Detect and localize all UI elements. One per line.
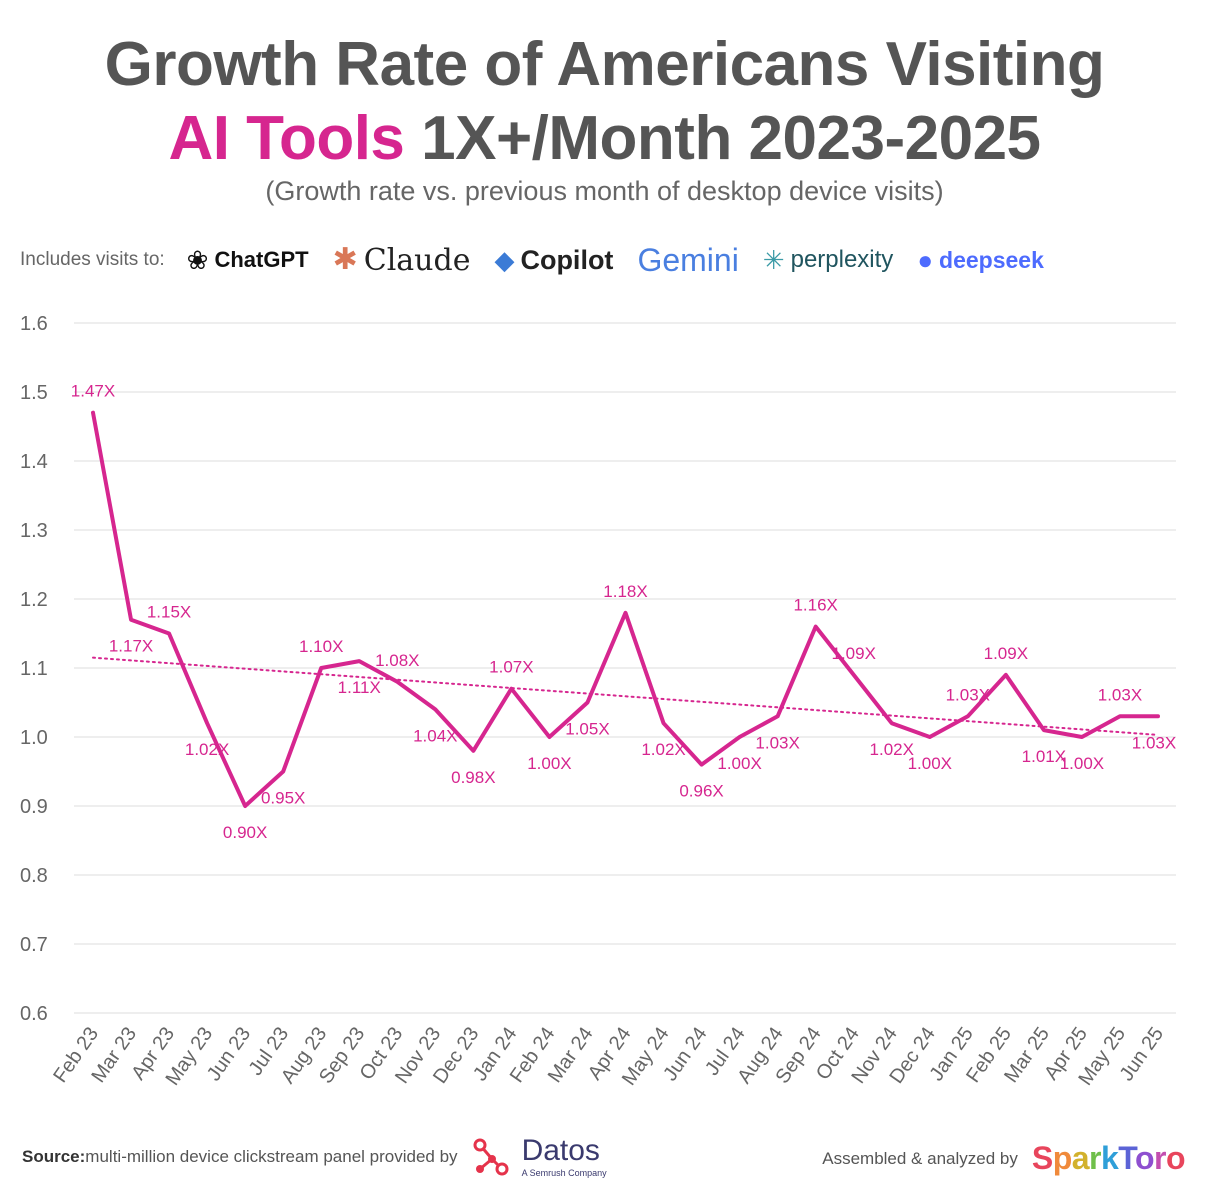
chatgpt-logo: ❀ ChatGPT [187,247,309,273]
claude-label: Claude [363,242,471,278]
data-label: 1.03X [755,733,799,752]
series-layer [91,410,1160,808]
y-tick-label: 1.4 [20,451,48,473]
deepseek-logo: ● deepseek [917,247,1044,274]
chart-title-rest: 1X+/Month 2023-2025 [421,104,1041,173]
data-label: 0.98X [451,768,495,787]
y-tick-label: 1.1 [20,658,48,680]
chart-title-line1: Growth Rate of Americans Visiting [104,30,1105,99]
sparktoro-letter: T [1118,1140,1135,1176]
data-label: 1.01X [1022,747,1066,766]
y-tick-label: 0.6 [20,1003,48,1025]
perplexity-icon: ✳ [762,245,785,275]
included-tools-row: Includes visits to: ❀ ChatGPT ✱ Claude ◆… [20,230,1189,290]
copilot-icon: ◆ [494,245,515,275]
chatgpt-icon: ❀ [186,245,209,275]
data-label: 1.47X [71,382,115,401]
copilot-logo: ◆ Copilot [494,245,613,276]
sparktoro-letter: a [1071,1140,1090,1176]
sparktoro-letter: p [1052,1140,1073,1176]
data-label: 1.00X [908,754,952,773]
claude-logo: ✱ Claude [333,243,471,278]
data-label: 1.09X [831,644,875,663]
sparktoro-logo: SparkToro [1031,1140,1186,1177]
data-label: 1.17X [109,637,153,656]
data-label: 1.00X [1060,754,1104,773]
data-label: 1.02X [870,740,914,759]
data-label: 1.00X [717,754,761,773]
deepseek-label: deepseek [939,246,1044,273]
data-label: 1.07X [489,658,533,677]
line-chart: 1.6 1.5 1.4 1.3 1.2 1.1 1.0 0.9 0.8 0.7 0.6 Feb 23… [20,313,1176,1090]
deepseek-whale-icon: ● [917,245,934,275]
chart-subtitle: (Growth rate vs. previous month of deskt… [265,176,944,206]
source-note: Source: multi-million device clickstream… [22,1136,607,1178]
data-label: 1.08X [375,651,419,670]
trendline-layer [92,656,1159,736]
sparktoro-letter: S [1031,1140,1053,1176]
data-label: 1.02X [641,740,685,759]
includes-label: Includes visits to: [20,249,165,270]
y-tick-label: 0.8 [20,865,48,887]
claude-icon: ✱ [332,242,358,277]
y-tick-label: 1.3 [20,520,48,542]
gemini-logo: Gemini [637,242,738,279]
data-label: 1.15X [147,603,191,622]
gemini-label: Gemini [637,241,739,278]
y-tick-label: 1.0 [20,727,48,749]
data-label: 1.09X [984,644,1028,663]
source-label: Source: [22,1147,86,1166]
data-label: 1.00X [527,754,571,773]
data-label: 1.10X [299,637,343,656]
sparktoro-letter: o [1165,1140,1186,1176]
perplexity-label: perplexity [790,246,894,273]
data-label: 1.05X [565,720,609,739]
data-label: 0.96X [679,782,723,801]
trendline [92,656,1159,736]
data-label: 1.04X [413,726,457,745]
data-label: 1.11X [338,678,381,697]
data-label: 1.18X [603,582,647,601]
data-label: 1.02X [185,740,229,759]
data-label: 0.95X [261,789,305,808]
y-tick-label: 1.6 [20,313,48,335]
data-label: 1.03X [946,685,990,704]
y-tick-label: 1.2 [20,589,48,611]
grid-lines [74,322,1176,1014]
credit-note: Assembled & analyzed by SparkToro [822,1140,1185,1177]
data-label: 0.90X [223,823,267,842]
y-tick-label: 0.7 [20,934,48,956]
datos-icon [473,1138,509,1176]
datos-logo: Datos A Semrush Company [470,1136,607,1178]
y-tick-label: 1.5 [20,382,48,404]
data-label: 1.03X [1132,733,1176,752]
data-label: 1.03X [1098,685,1142,704]
sparktoro-letter: r [1089,1140,1101,1176]
source-text: multi-million device clickstream panel p… [85,1147,458,1166]
datos-tagline: A Semrush Company [521,1168,607,1178]
chatgpt-label: ChatGPT [214,247,309,272]
copilot-label: Copilot [520,244,614,275]
data-label: 1.16X [793,596,837,615]
chart-title-accent: AI Tools [168,104,405,173]
y-axis-ticks: 1.6 1.5 1.4 1.3 1.2 1.1 1.0 0.9 0.8 0.7 0.6 [20,313,48,1025]
y-tick-label: 0.9 [20,796,48,818]
data-labels: 1.47X 1.17X 1.15X 1.02X 0.90X 0.95X 1.10X 1.11X… [71,382,1176,842]
sparktoro-letter: r [1154,1140,1166,1176]
perplexity-logo: ✳ perplexity [763,246,894,274]
datos-name: Datos [521,1134,600,1167]
chart-title-line2: AI Tools 1X+/Month 2023-2025 [0,108,1209,170]
assembled-text: Assembled & analyzed by [822,1148,1018,1168]
series-line [91,410,1160,808]
sparktoro-letter: k [1100,1140,1119,1176]
sparktoro-letter: o [1134,1140,1155,1176]
